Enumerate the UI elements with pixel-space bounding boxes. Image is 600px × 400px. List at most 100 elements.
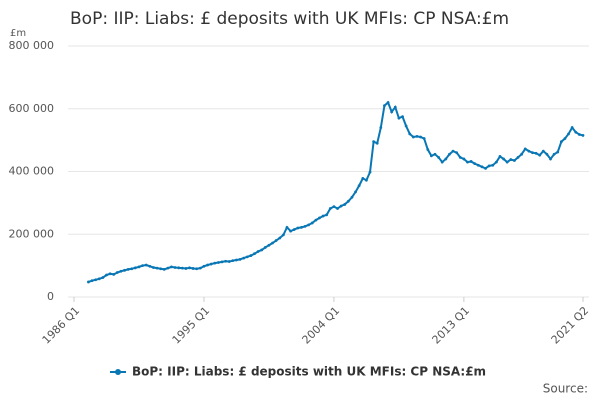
point — [198, 266, 202, 270]
point — [235, 258, 238, 262]
point — [173, 266, 177, 269]
point — [433, 152, 437, 156]
y-tick-label: 0 — [47, 290, 54, 303]
point — [466, 160, 469, 164]
point — [462, 157, 466, 161]
point — [278, 236, 282, 240]
point — [180, 266, 184, 270]
point — [209, 262, 213, 266]
point — [231, 259, 235, 263]
point — [455, 151, 459, 155]
point — [531, 151, 534, 155]
point — [148, 264, 152, 268]
point — [328, 207, 332, 210]
point — [253, 252, 256, 256]
point — [206, 263, 209, 267]
point — [429, 154, 433, 158]
point — [159, 267, 163, 271]
point — [126, 267, 130, 271]
point — [213, 261, 217, 265]
point — [444, 157, 448, 161]
point — [567, 132, 570, 136]
legend-marker — [115, 369, 121, 375]
point — [300, 225, 303, 229]
point — [332, 205, 336, 209]
point — [516, 155, 520, 159]
point — [458, 155, 462, 159]
point — [473, 162, 477, 166]
point — [437, 155, 441, 159]
x-tick-label: 2013 Q1 — [430, 304, 473, 347]
point — [491, 163, 495, 167]
point — [448, 152, 451, 156]
point — [422, 137, 426, 140]
point — [177, 266, 181, 270]
point — [350, 195, 354, 199]
point — [408, 132, 412, 136]
point — [220, 260, 224, 264]
point — [119, 269, 123, 273]
chart-title: BoP: IIP: Liabs: £ deposits with UK MFIs… — [70, 9, 509, 29]
point — [166, 266, 170, 270]
point — [390, 110, 394, 114]
point — [310, 221, 314, 225]
point — [202, 264, 206, 268]
point — [397, 116, 401, 120]
point — [527, 149, 531, 153]
point — [90, 279, 94, 283]
point — [336, 207, 339, 210]
point — [97, 277, 101, 281]
point — [393, 105, 397, 109]
x-tick-label: 1995 Q1 — [170, 304, 213, 347]
y-tick-label: 800 000 — [9, 39, 55, 52]
point — [534, 151, 538, 155]
point — [133, 266, 137, 270]
point — [137, 265, 141, 269]
point — [303, 225, 307, 228]
point — [307, 223, 311, 227]
point — [480, 165, 484, 169]
point — [292, 228, 296, 231]
point — [520, 152, 524, 156]
y-tick-label: 400 000 — [9, 165, 55, 178]
point — [260, 248, 264, 252]
point — [581, 134, 585, 137]
point — [484, 166, 487, 170]
y-unit: £m — [10, 28, 26, 39]
point — [289, 229, 292, 233]
point — [321, 214, 325, 218]
point — [144, 263, 148, 267]
point — [130, 267, 134, 271]
point — [238, 257, 242, 261]
legend-label: BoP: IIP: Liabs: £ deposits with UK MFIs… — [132, 365, 486, 379]
point — [339, 204, 343, 208]
point — [101, 276, 105, 279]
point — [271, 241, 274, 245]
point — [318, 216, 321, 220]
x-tick-label: 1986 Q1 — [40, 304, 83, 347]
point — [195, 267, 199, 271]
point — [556, 150, 560, 154]
point — [404, 124, 408, 128]
point — [108, 272, 112, 276]
source: Source: — [543, 382, 588, 396]
point — [170, 265, 173, 269]
point — [415, 134, 419, 138]
point — [476, 163, 480, 167]
point — [361, 177, 365, 180]
point — [94, 278, 98, 282]
point — [242, 256, 246, 260]
point — [541, 149, 545, 153]
point — [563, 137, 567, 140]
point — [401, 115, 404, 118]
point — [552, 152, 556, 156]
point — [574, 130, 578, 134]
y-tick-label: 600 000 — [9, 102, 55, 115]
point — [256, 250, 260, 253]
point — [487, 164, 491, 168]
point — [502, 157, 505, 161]
point — [570, 126, 574, 129]
point — [577, 133, 581, 136]
point — [263, 246, 267, 249]
